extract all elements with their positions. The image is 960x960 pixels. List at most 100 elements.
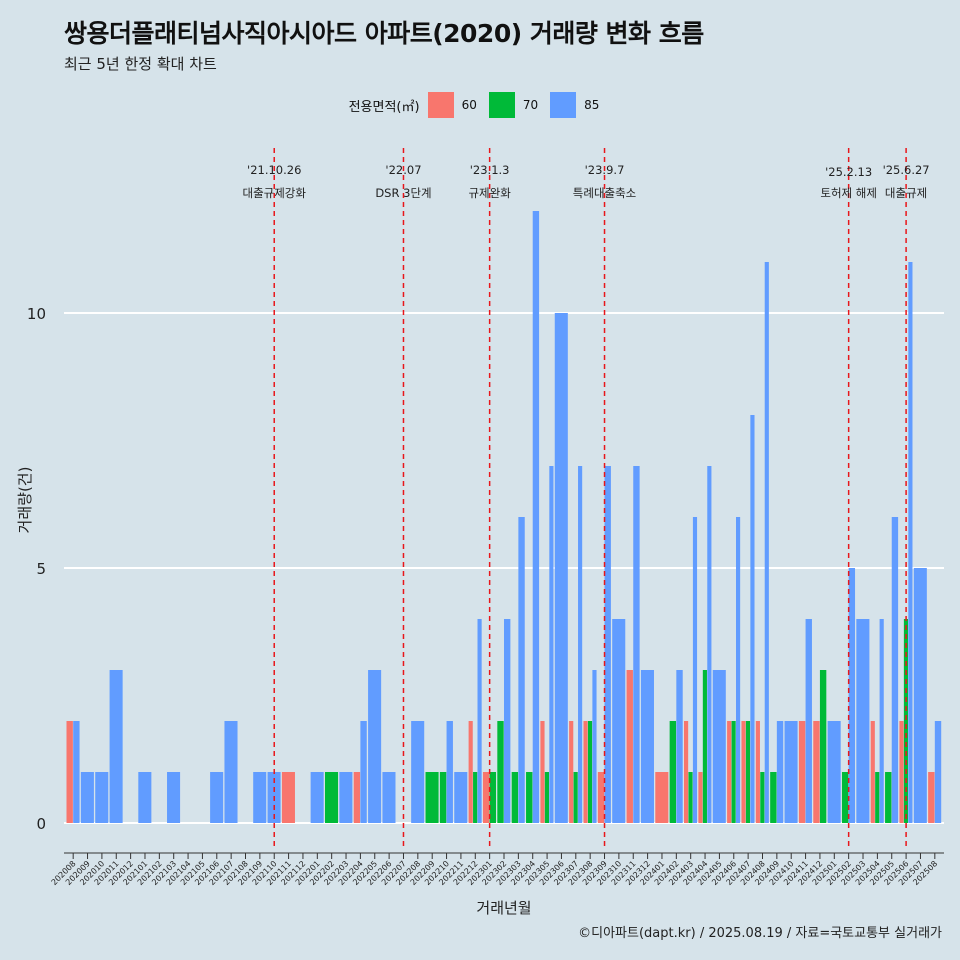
y-tick-label-10: 10 [27, 305, 46, 323]
bar-202502-85 [848, 568, 856, 823]
bar-202204-60 [353, 772, 361, 823]
legend-swatch-60 [427, 92, 454, 118]
y-tick-label-5: 5 [36, 560, 46, 578]
annotation-date-202506: '25.6.27 [883, 163, 930, 177]
bar-202402-70 [669, 721, 677, 823]
bar-202203-85 [339, 772, 353, 823]
bar-202107-85 [224, 721, 238, 823]
y-axis-title: 거래량(건) [16, 467, 34, 534]
bar-202301-70 [489, 772, 497, 823]
bar-202304-85 [532, 211, 540, 823]
annotation-date-202309: '23.9.7 [585, 163, 625, 177]
bar-202302-85 [504, 619, 511, 823]
bar-202311-60 [626, 670, 633, 823]
bar-202306-85 [554, 313, 568, 823]
bar-202506-70 [903, 619, 909, 823]
bar-202109-85 [253, 772, 267, 823]
bar-202504-70 [875, 772, 880, 823]
bar-202304-70 [526, 772, 533, 823]
bar-202411-85 [805, 619, 812, 823]
bar-202403-60 [684, 721, 689, 823]
legend-label-70: 70 [522, 98, 539, 112]
bar-202307-70 [573, 772, 578, 823]
bar-202503-85 [856, 619, 870, 823]
bar-202508-85 [934, 721, 942, 823]
bar-202406-60 [727, 721, 732, 823]
bar-202406-70 [731, 721, 736, 823]
bar-202410-85 [784, 721, 798, 823]
bar-202305-60 [540, 721, 545, 823]
bar-202303-70 [511, 772, 519, 823]
bar-202307-85 [578, 466, 583, 823]
bar-202307-60 [569, 721, 574, 823]
bar-202202-70 [324, 772, 339, 823]
bar-202407-70 [745, 721, 751, 823]
bar-202504-60 [870, 721, 875, 823]
bar-202206-85 [382, 772, 396, 823]
bar-202311-85 [633, 466, 640, 823]
bar-202308-70 [587, 721, 593, 823]
bar-202009-85 [80, 772, 94, 823]
bar-202309-60 [597, 772, 605, 823]
bar-202404-60 [698, 772, 703, 823]
bar-202409-85 [776, 721, 784, 823]
annotation-label-202207: DSR 3단계 [375, 186, 431, 200]
bar-202210-70 [439, 772, 447, 823]
bar-202204-85 [360, 721, 367, 823]
bar-202008-85 [73, 721, 80, 823]
bar-202309-85 [604, 466, 611, 823]
annotation-label-202506: 대출규제 [885, 186, 927, 200]
bar-202305-70 [544, 772, 550, 823]
bar-202403-70 [688, 772, 693, 823]
bar-202103-85 [167, 772, 181, 823]
legend: 전용면적(㎡) 60 70 85 [0, 92, 960, 118]
bar-202508-60 [928, 772, 935, 823]
legend-item-85: 85 [550, 92, 599, 118]
legend-swatch-70 [488, 92, 515, 118]
source-caption: ©디아파트(dapt.kr) / 2025.08.19 / 자료=국토교통부 실… [578, 926, 942, 941]
bar-202406-85 [735, 517, 741, 823]
bar-202212-85 [477, 619, 482, 823]
bar-202305-85 [549, 466, 554, 823]
bar-202412-60 [813, 721, 820, 823]
bar-202008-60 [66, 721, 73, 823]
bar-202209-70 [425, 772, 439, 823]
bar-202506-60 [899, 721, 904, 823]
bar-202301-60 [482, 772, 490, 823]
bar-202303-85 [518, 517, 525, 823]
bar-202312-85 [640, 670, 654, 823]
bar-202409-70 [770, 772, 777, 823]
bar-202505-85 [891, 517, 899, 823]
annotation-label-202502: 토허제 해제 [820, 186, 877, 200]
legend-label-60: 60 [461, 98, 477, 112]
annotation-label-202110: 대출규제강화 [242, 186, 306, 200]
bar-202501-85 [827, 721, 841, 823]
x-axis-title: 거래년월 [476, 899, 531, 917]
y-tick-label-0: 0 [36, 815, 46, 833]
bar-202404-85 [707, 466, 712, 823]
bar-202506-85 [908, 262, 913, 823]
bar-202404-70 [702, 670, 707, 823]
legend-label-85: 85 [584, 98, 600, 112]
bar-202011-85 [109, 670, 123, 823]
bar-202208-85 [411, 721, 425, 823]
annotation-label-202309: 특례대출축소 [573, 186, 636, 200]
bar-202205-85 [368, 670, 382, 823]
legend-title: 전용면적(㎡) [348, 99, 420, 115]
annotation-date-202110: '21.10.26 [247, 163, 301, 177]
bar-202504-85 [879, 619, 884, 823]
bar-202308-60 [583, 721, 588, 823]
annotation-date-202301: '23.1.3 [470, 163, 510, 177]
annotation-date-202502: '25.2.13 [825, 165, 872, 179]
bar-202111-60 [281, 772, 295, 823]
bar-202407-85 [750, 415, 755, 823]
chart-title: 쌍용더플래티넘사직아시아드 아파트(2020) 거래량 변화 흐름 [64, 19, 704, 48]
bar-202507-85 [913, 568, 927, 823]
chart-subtitle: 최근 5년 한정 확대 차트 [64, 55, 217, 73]
bar-202408-70 [760, 772, 765, 823]
bar-202210-85 [446, 721, 453, 823]
bar-202308-85 [592, 670, 597, 823]
annotation-label-202301: 규제완화 [468, 186, 511, 200]
bar-202408-85 [764, 262, 769, 823]
